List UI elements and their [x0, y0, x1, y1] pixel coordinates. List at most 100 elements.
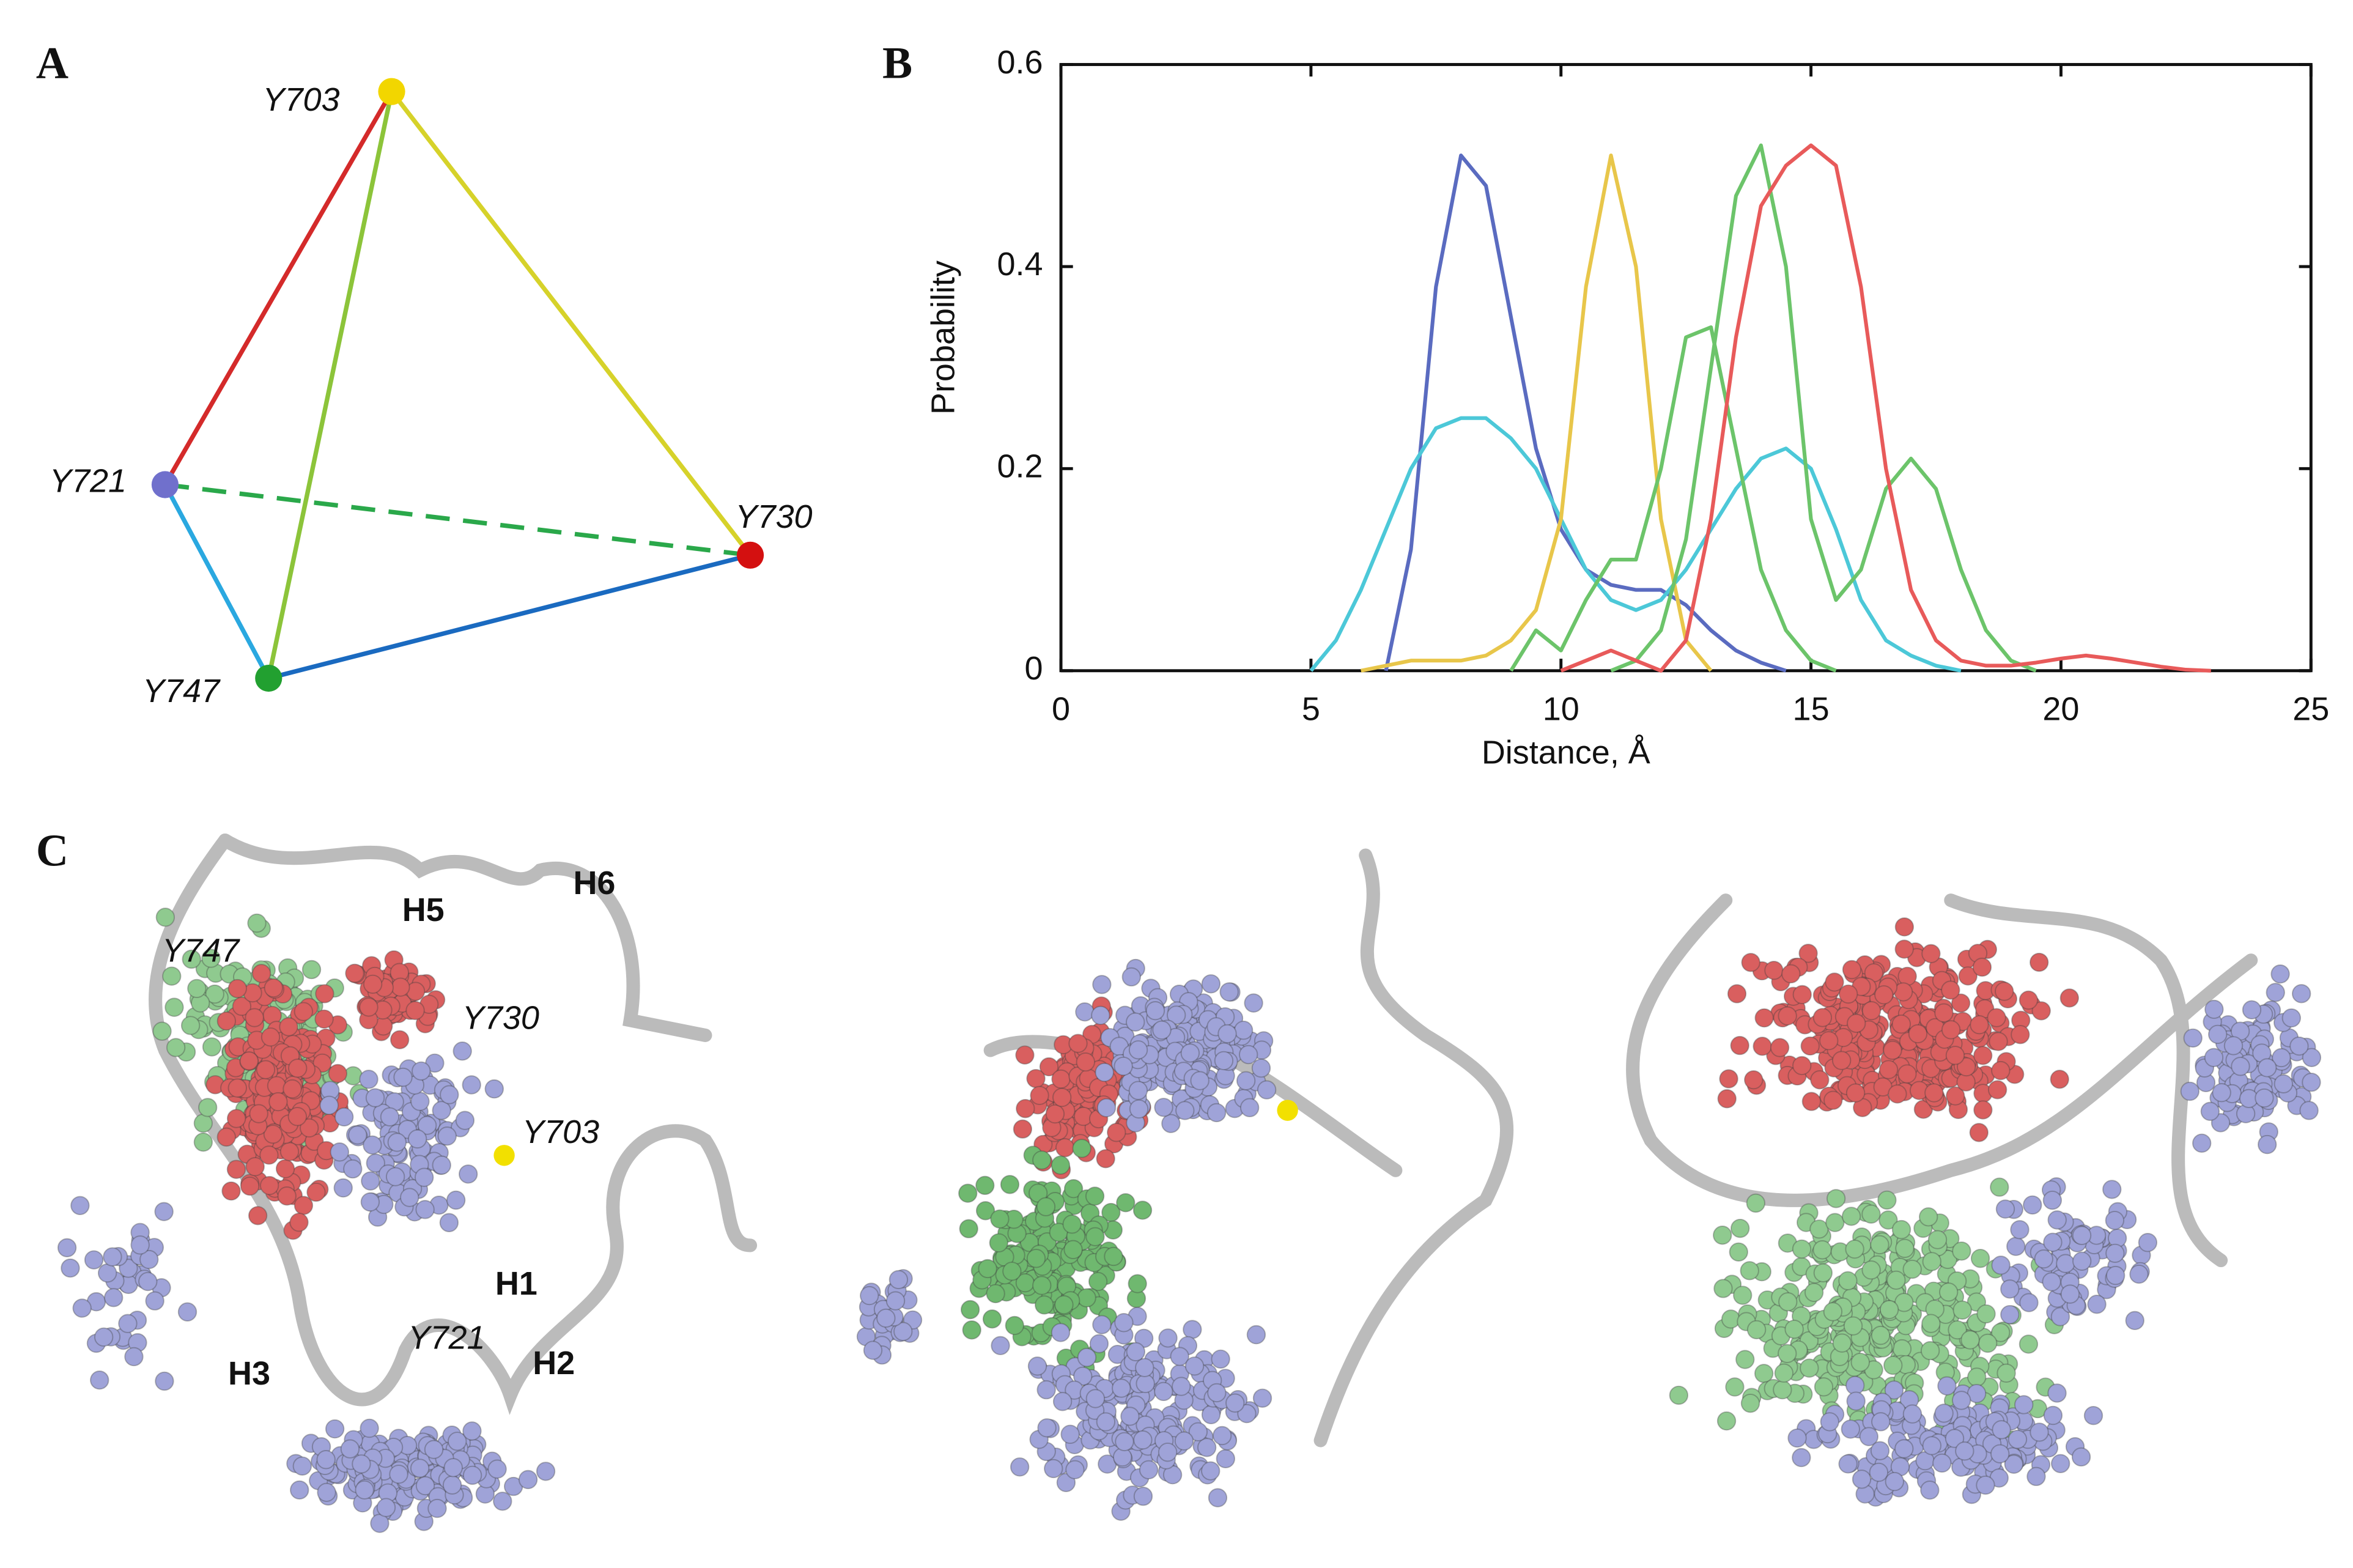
dot	[2056, 1254, 2075, 1273]
dot	[363, 974, 383, 994]
dot	[259, 1145, 279, 1165]
dot	[975, 1201, 996, 1221]
dot	[301, 960, 322, 980]
dot	[1970, 1249, 1990, 1268]
helix-label: H6	[573, 865, 615, 901]
dot	[1908, 1024, 1928, 1044]
dot	[366, 1153, 385, 1173]
dot	[1774, 1363, 1794, 1383]
dot	[1838, 1454, 1858, 1474]
dot-clouds	[57, 908, 2322, 1533]
dot	[2060, 1284, 2080, 1304]
dot	[2211, 1113, 2231, 1133]
node-label: Y747	[142, 673, 221, 709]
dot	[962, 1320, 981, 1340]
dot	[352, 1454, 371, 1474]
helix-label: H3	[228, 1355, 270, 1392]
node	[378, 78, 405, 105]
dot	[2050, 1454, 2070, 1473]
dot	[1257, 1080, 1277, 1100]
dot	[1937, 1376, 1957, 1396]
dot	[1946, 1086, 1965, 1106]
dot	[1052, 1392, 1073, 1411]
dot	[1219, 982, 1239, 1002]
dot	[1846, 1391, 1866, 1411]
dot	[1713, 1279, 1733, 1298]
dot	[1948, 1320, 1967, 1340]
edge	[266, 91, 394, 679]
dot	[1134, 1328, 1154, 1348]
dot	[958, 1183, 978, 1203]
dot	[2281, 1008, 2301, 1028]
y-axis-label: Probability	[925, 261, 961, 415]
dot	[1036, 1380, 1056, 1400]
dot	[1978, 1333, 1998, 1353]
dot	[2050, 1307, 2070, 1326]
dot	[164, 997, 184, 1017]
dot	[1037, 1418, 1057, 1438]
dot	[1244, 993, 1263, 1013]
dot	[1158, 1442, 1178, 1462]
dot	[1135, 1358, 1154, 1377]
dot	[1095, 1062, 1114, 1082]
helix-label: H2	[533, 1345, 575, 1381]
dot	[1845, 1239, 1864, 1259]
dot	[1032, 1276, 1052, 1295]
dot	[1051, 1069, 1071, 1089]
dot	[2125, 1311, 2144, 1331]
dot	[2034, 1249, 2053, 1269]
structure-labels: Y747 H5 H6 Y730 Y703 H1 Y721 H2 H3	[162, 865, 615, 1392]
dot	[1764, 960, 1784, 980]
dot	[1991, 1256, 2011, 1275]
residue-label: Y747	[162, 932, 240, 969]
dot	[319, 1095, 339, 1115]
y-tick-label: 0.2	[997, 448, 1043, 485]
dot	[251, 964, 272, 983]
y-tick-label: 0.4	[997, 246, 1043, 283]
dot	[1154, 1098, 1173, 1117]
dot	[162, 966, 182, 986]
dot	[1883, 1040, 1902, 1060]
x-tick-label: 15	[1793, 690, 1830, 727]
dot	[1922, 1252, 1941, 1271]
dot	[1847, 1013, 1866, 1034]
dot	[1958, 966, 1978, 986]
dot	[2180, 1081, 2200, 1101]
dot	[1878, 1210, 1898, 1230]
y-tick-label: 0.6	[997, 44, 1043, 81]
dot	[1894, 917, 1915, 937]
dot	[1073, 1366, 1093, 1386]
dot	[1062, 1215, 1082, 1234]
dot	[1120, 1407, 1140, 1426]
dot	[1951, 1391, 1971, 1410]
dot	[1845, 1083, 1866, 1103]
dot	[2010, 1220, 2030, 1240]
ribbon	[149, 833, 758, 1415]
dot	[1885, 1471, 1904, 1492]
dot	[1733, 1285, 1753, 1305]
dot	[72, 1298, 92, 1318]
dot	[458, 1164, 478, 1184]
edge	[268, 553, 751, 681]
dot	[2204, 999, 2224, 1019]
dot	[275, 1159, 295, 1178]
dot	[975, 1175, 995, 1196]
dot	[1945, 1046, 1965, 1065]
dot	[1217, 1024, 1237, 1044]
edge	[163, 90, 394, 486]
dot	[2242, 1000, 2262, 1019]
dot	[1201, 1405, 1221, 1424]
dot	[1044, 1459, 1063, 1479]
dot	[1812, 1240, 1832, 1260]
x-tick-label: 25	[2292, 690, 2329, 727]
dot	[226, 1159, 246, 1179]
dot	[1729, 1242, 1748, 1262]
dot	[202, 1037, 222, 1057]
dot	[1115, 1432, 1134, 1452]
dot	[1133, 1487, 1153, 1506]
dot	[437, 1126, 457, 1146]
dot	[2072, 1226, 2092, 1245]
dot	[1843, 1316, 1863, 1336]
dot	[1871, 1412, 1891, 1432]
dot	[1045, 1104, 1065, 1124]
